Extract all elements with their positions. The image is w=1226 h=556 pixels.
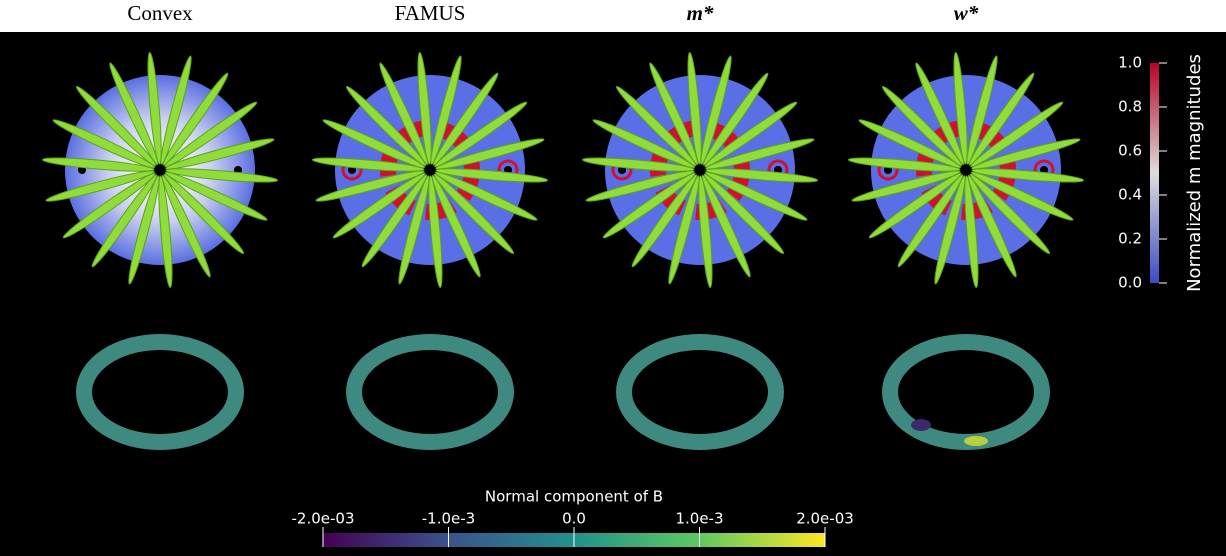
coil [847, 157, 961, 172]
coil [161, 174, 211, 278]
coil [147, 51, 162, 165]
coil [45, 170, 155, 202]
coil [332, 172, 426, 239]
coil [91, 174, 158, 268]
colorbar-title: Normalized m magnitudes [1184, 54, 1205, 292]
surface-hotspot [964, 436, 988, 446]
coil [417, 51, 432, 165]
coil [966, 55, 998, 165]
coil [163, 173, 245, 255]
tick-label: 0.2 [1118, 230, 1142, 248]
coil [158, 175, 173, 289]
coil [345, 85, 427, 167]
coil [687, 51, 702, 165]
column-title: m* [687, 1, 714, 25]
coil [704, 171, 808, 221]
coil [162, 72, 229, 166]
coil [52, 119, 156, 169]
coil [967, 174, 1017, 278]
coil [75, 85, 157, 167]
coil [41, 157, 155, 172]
tick-label: 0.0 [1118, 274, 1142, 292]
coil [379, 62, 429, 166]
coil [128, 175, 160, 285]
coil [435, 138, 545, 170]
coil [165, 138, 275, 170]
coil [668, 175, 700, 285]
tick-label: 0.4 [1118, 186, 1142, 204]
colorbar [1150, 63, 1159, 283]
coil [430, 55, 462, 165]
coil [631, 174, 698, 268]
coil [705, 168, 819, 183]
coil [649, 62, 699, 166]
surface-ring [76, 334, 244, 450]
coil [968, 72, 1035, 166]
coil [585, 170, 695, 202]
coil [602, 172, 696, 239]
coil [164, 101, 258, 168]
coil [702, 72, 769, 166]
coil [698, 175, 713, 289]
surface-ring [346, 334, 514, 450]
surface-ring [616, 334, 784, 450]
coil [615, 85, 697, 167]
coil [858, 119, 962, 169]
tick-label: 1.0e-3 [675, 510, 723, 528]
coil [432, 72, 499, 166]
colorbar-title: Normal component of B [485, 488, 663, 506]
coil [881, 85, 963, 167]
coil [433, 173, 515, 255]
coil [398, 175, 430, 285]
coil [700, 55, 732, 165]
column-title: FAMUS [395, 1, 466, 25]
coil [701, 174, 751, 278]
coil [434, 101, 528, 168]
tick-label: 0.8 [1118, 98, 1142, 116]
coil [704, 101, 798, 168]
tick-label: -1.0e-3 [422, 510, 475, 528]
coil [934, 175, 966, 285]
coil [592, 119, 696, 169]
coil [970, 101, 1064, 168]
coil [971, 168, 1085, 183]
coil [165, 168, 279, 183]
coil [705, 138, 815, 170]
coil [315, 170, 425, 202]
coil [915, 62, 965, 166]
coil [164, 171, 268, 221]
tick-label: 0.6 [1118, 142, 1142, 160]
coil [434, 171, 538, 221]
coil [435, 168, 549, 183]
column-title: Convex [127, 1, 193, 25]
coil [311, 157, 425, 172]
tick-label: 0.0 [562, 510, 586, 528]
coil [109, 62, 159, 166]
coil [953, 51, 968, 165]
coil [868, 172, 962, 239]
coil [62, 172, 156, 239]
tick-label: 1.0 [1118, 54, 1142, 72]
coil [851, 170, 961, 202]
coil [160, 55, 192, 165]
coil [897, 174, 964, 268]
coil [969, 173, 1051, 255]
coil [431, 174, 481, 278]
tick-label: -2.0e-03 [292, 510, 355, 528]
coil [970, 171, 1074, 221]
coil [581, 157, 695, 172]
coil [428, 175, 443, 289]
tick-label: 2.0e-03 [796, 510, 854, 528]
column-title: w* [954, 1, 979, 25]
coil [361, 174, 428, 268]
coil [703, 173, 785, 255]
coil [964, 175, 979, 289]
surface-hotspot [911, 419, 931, 431]
coil [322, 119, 426, 169]
coil [971, 138, 1081, 170]
